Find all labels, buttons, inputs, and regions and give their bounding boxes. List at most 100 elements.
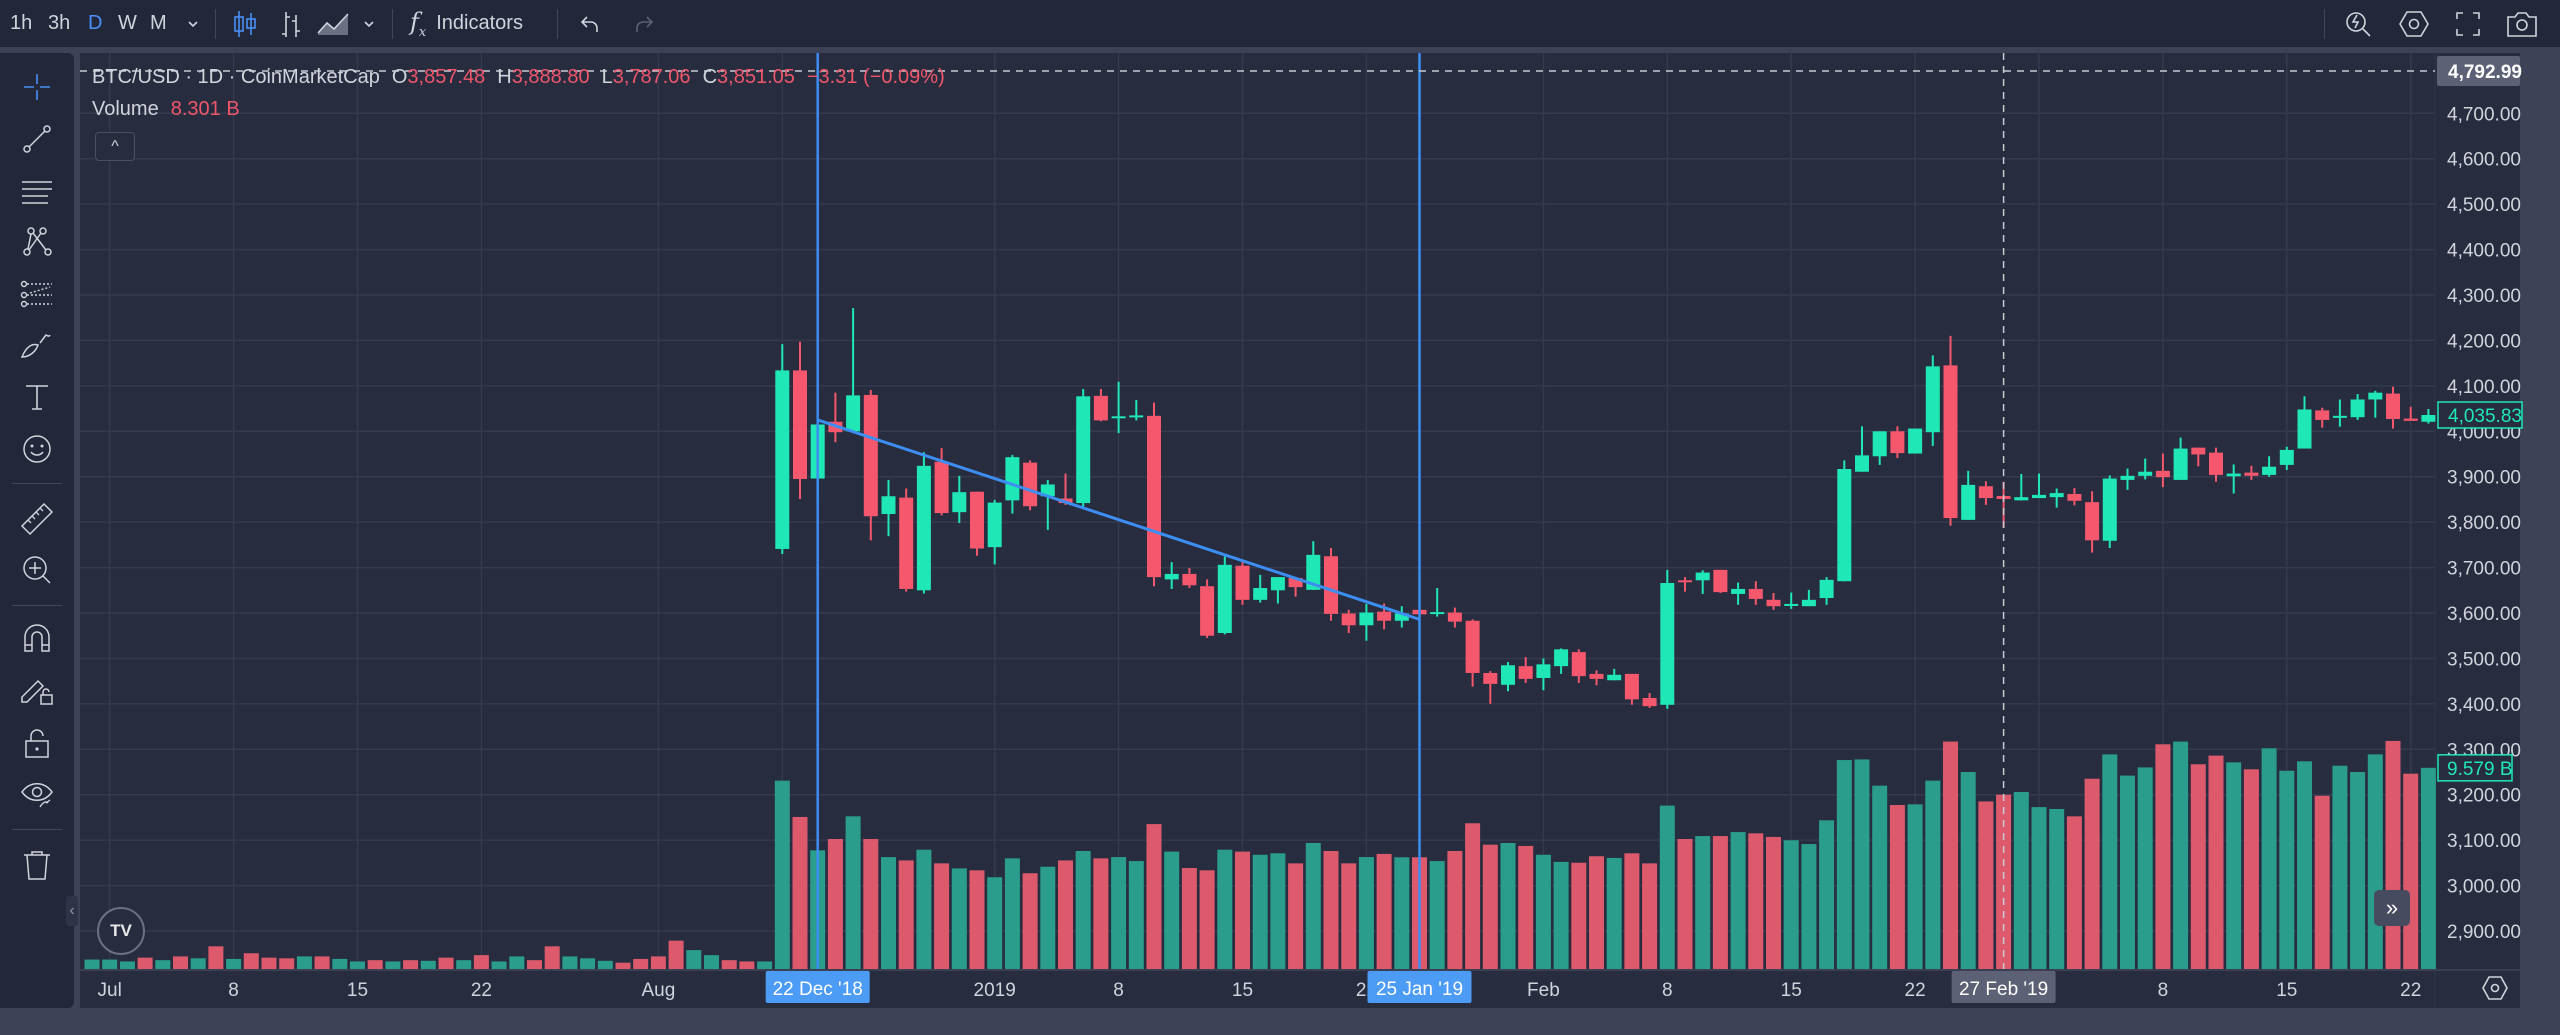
chevron-down-icon[interactable] [362, 0, 376, 47]
close-label: C [702, 65, 718, 88]
bars-icon[interactable] [278, 0, 304, 47]
top-toolbar: 1h 3h D W M fx Indicators [0, 0, 2560, 47]
zoom-in-icon[interactable] [17, 550, 57, 590]
volume-bar [2367, 754, 2383, 969]
volume-bar [1447, 850, 1463, 969]
volume-bar [1288, 863, 1304, 969]
volume-bar [2013, 791, 2029, 969]
candle-body [2244, 472, 2259, 476]
candle-body [1890, 431, 1905, 454]
drawings[interactable] [80, 53, 2435, 969]
symbol-title[interactable]: BTC/USD · 1D · CoinMarketCap [92, 65, 380, 88]
volume-bar [473, 955, 489, 969]
fib-icon[interactable] [17, 274, 57, 314]
candle-body [1624, 673, 1639, 700]
pattern-icon[interactable] [17, 222, 57, 262]
undo-icon[interactable] [578, 0, 602, 47]
volume-bar [544, 946, 560, 969]
toolbar-divider [392, 9, 393, 39]
magnet-icon[interactable] [17, 619, 57, 659]
volume-bar [1518, 845, 1534, 969]
redo-icon[interactable] [632, 0, 656, 47]
volume-bar [527, 960, 542, 969]
price-tick-label: 4,200.00 [2447, 331, 2521, 352]
area-icon[interactable] [316, 0, 352, 47]
price-axis[interactable]: 4,700.00 4,600.00 4,500.00 4,400.00 4,300.00… [2437, 56, 2523, 943]
axis-settings-icon[interactable] [2482, 976, 2508, 1000]
time-marker-box[interactable] [1367, 971, 1472, 1003]
last-price-box [2437, 401, 2523, 429]
interval-m[interactable]: M [150, 12, 167, 34]
settings-icon[interactable] [2398, 0, 2430, 47]
volume-bar [845, 816, 861, 969]
alert-search-icon[interactable] [2343, 0, 2375, 47]
lock-drawing-icon[interactable] [17, 671, 57, 711]
volume-bar [2190, 764, 2206, 969]
volume-label[interactable]: Volume [92, 97, 159, 120]
time-tick-label: 2019 [974, 980, 1016, 1001]
candles-icon[interactable] [232, 0, 258, 47]
volume-bar [491, 961, 507, 969]
scroll-to-realtime-button[interactable]: » [2374, 890, 2410, 926]
lock-icon[interactable] [17, 723, 57, 763]
volume-bar [1783, 840, 1799, 969]
time-marker-box[interactable] [765, 971, 870, 1003]
crosshair-price-box [2437, 56, 2520, 87]
eye-icon[interactable] [17, 774, 57, 814]
time-marker-box[interactable] [1951, 971, 2056, 1003]
volume-bar [633, 958, 649, 969]
time-marker-label: 22 Dec '18 [773, 979, 863, 1000]
camera-icon[interactable] [2506, 0, 2538, 47]
trendline-icon[interactable] [17, 119, 57, 159]
volume-bar [863, 839, 879, 969]
chevron-down-icon[interactable] [186, 0, 200, 47]
price-tick-label: 3,900.00 [2447, 468, 2521, 489]
interval-w[interactable]: W [118, 12, 137, 34]
indicators-button[interactable]: fx Indicators [410, 0, 523, 47]
volume-bar [1500, 843, 1516, 969]
candle-body [1855, 455, 1869, 472]
collapse-legend-button[interactable]: ^ [95, 132, 135, 161]
volume-bar [2420, 767, 2436, 969]
candle-body [1430, 612, 1445, 615]
fx-icon: fx [410, 7, 427, 40]
emoji-icon[interactable] [17, 429, 57, 469]
trend-line-drawing[interactable] [817, 418, 1420, 621]
time-tick-label: 15 [2276, 980, 2297, 1001]
price-tick-label: 4,300.00 [2447, 286, 2521, 307]
volume-bar [367, 960, 383, 969]
candle-body [2173, 448, 2188, 480]
volume-bar [403, 960, 419, 969]
volume-bar [84, 959, 100, 969]
ruler-icon[interactable] [17, 499, 57, 539]
volume-bar [2137, 767, 2153, 969]
collapse-toolbar-handle[interactable]: ‹ [66, 896, 78, 926]
text-icon[interactable] [17, 377, 57, 417]
candle-body [2085, 502, 2100, 541]
volume-bar [1075, 850, 1091, 969]
volume-bar [1889, 804, 1905, 969]
volume-bar [1235, 851, 1250, 969]
crosshair-icon[interactable] [17, 67, 57, 107]
interval-1h[interactable]: 1h [10, 12, 33, 34]
volume-bar [1535, 854, 1551, 969]
volume-bar [509, 956, 525, 969]
interval-3h[interactable]: 3h [48, 12, 71, 34]
horizontal-lines-icon[interactable] [17, 171, 57, 211]
volume-series [84, 740, 2436, 969]
volume-bar [1270, 853, 1286, 969]
volume-bar [1394, 857, 1410, 969]
candle-body [1270, 577, 1285, 591]
volume-bar [332, 958, 348, 969]
trash-icon[interactable] [17, 845, 57, 885]
brush-icon[interactable] [17, 326, 57, 366]
fullscreen-icon[interactable] [2455, 0, 2481, 47]
tradingview-logo[interactable]: TV [97, 907, 145, 955]
price-tick-label: 4,100.00 [2447, 377, 2521, 398]
volume-bar [1164, 851, 1180, 969]
volume-bar [2297, 761, 2312, 969]
interval-d[interactable]: D [88, 12, 103, 34]
last-volume-label: 9.579 B [2447, 759, 2513, 780]
